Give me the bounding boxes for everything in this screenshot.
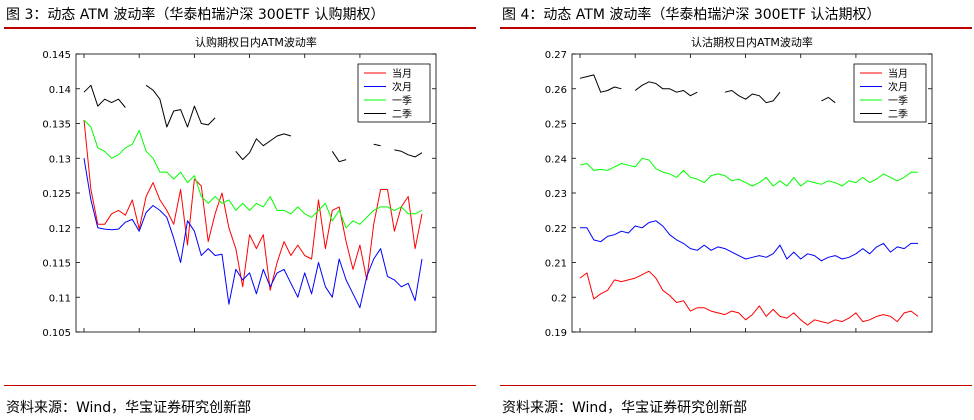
series-line-next-month	[580, 220, 918, 262]
x-tick-label: 13:45	[786, 337, 815, 338]
legend-label: 一季	[392, 95, 412, 107]
legend-label: 一季	[888, 95, 908, 107]
series-line-second-quarter	[145, 84, 216, 128]
series-line-second-quarter	[235, 133, 292, 161]
figure-4-source: 资料来源：Wind，华宝证券研究创新部	[502, 400, 748, 416]
y-tick-label: 0.11	[49, 293, 71, 304]
figure-4-top-rule	[500, 27, 972, 29]
figure-4: 图 4：动态 ATM 波动率（华泰柏瑞沪深 300ETF 认沽期权） 认沽期权日…	[500, 0, 972, 420]
legend-label: 次月	[888, 81, 908, 94]
y-tick-label: 0.25	[545, 120, 567, 131]
y-tick-label: 0.125	[42, 189, 71, 200]
y-tick-label: 0.14	[49, 85, 71, 96]
figure-4-bottom-rule	[500, 385, 972, 386]
y-tick-label: 0.27	[545, 50, 567, 61]
y-tick-label: 0.13	[49, 154, 71, 165]
chart-title: 认购期权日内ATM波动率	[195, 35, 317, 49]
chart-title: 认沽期权日内ATM波动率	[691, 35, 813, 49]
y-tick-label: 0.12	[49, 224, 71, 235]
series-line-next-month	[83, 158, 423, 309]
figure-3-bottom-rule	[4, 385, 476, 386]
y-tick-label: 0.145	[42, 50, 71, 61]
x-tick-label: 10:55	[676, 337, 705, 338]
figure-4-caption: 图 4：动态 ATM 波动率（华泰柏瑞沪深 300ETF 认沽期权）	[502, 7, 881, 23]
series-line-second-quarter	[724, 90, 781, 104]
legend-label: 当月	[392, 67, 412, 80]
y-tick-label: 0.135	[42, 120, 71, 131]
series-line-second-quarter	[634, 81, 698, 97]
series-line-current-month	[83, 119, 423, 291]
y-tick-label: 0.22	[545, 224, 567, 235]
x-tick-label: 10:55	[180, 337, 209, 338]
y-tick-label: 0.19	[545, 328, 567, 338]
legend-label: 当月	[888, 67, 908, 80]
put-atm-vol-chart: 认沽期权日内ATM波动率 0.19 0.2 0.21 0.22 0.23 0.24 0.25 0…	[545, 35, 933, 338]
x-tick-label: 10:15	[621, 337, 650, 338]
y-tick-label: 0.115	[42, 259, 71, 270]
y-tick-label: 0.24	[545, 154, 567, 165]
series-line-second-quarter	[579, 74, 622, 93]
legend-label: 二季	[888, 109, 908, 121]
figure-3-top-rule	[4, 27, 476, 29]
series-line-second-quarter	[331, 151, 347, 163]
legend-label: 次月	[392, 81, 412, 94]
legend-label: 二季	[392, 109, 412, 121]
legend-box	[853, 63, 927, 123]
y-tick-label: 0.21	[545, 259, 567, 270]
x-tick-label: 09:35	[70, 337, 99, 338]
x-tick-label: 13:05	[235, 337, 264, 338]
y-tick-label: 0.2	[551, 293, 567, 304]
x-tick-label: 13:45	[290, 337, 319, 338]
series-line-first-quarter	[83, 119, 423, 229]
series-line-current-month	[579, 270, 919, 326]
x-tick-label: 10:15	[125, 337, 154, 338]
figure-3: 图 3：动态 ATM 波动率（华泰柏瑞沪深 300ETF 认购期权） 认购期权日…	[4, 0, 476, 420]
x-tick-label: 14:25	[842, 337, 871, 338]
series-line-second-quarter	[373, 143, 381, 147]
y-tick-label: 0.23	[545, 189, 567, 200]
legend-box	[357, 63, 431, 123]
x-tick-label: 13:05	[731, 337, 760, 338]
x-tick-label: 09:35	[566, 337, 595, 338]
x-tick-label: 14:25	[346, 337, 375, 338]
figure-3-source: 资料来源：Wind，华宝证券研究创新部	[6, 400, 252, 416]
series-line-second-quarter	[821, 96, 836, 104]
series-line-first-quarter	[579, 157, 918, 187]
call-atm-vol-chart: 认购期权日内ATM波动率 0.105 0.11 0.115 0.12 0.125 0.13 0…	[42, 35, 437, 338]
series-line-second-quarter	[83, 84, 126, 108]
series-line-second-quarter	[394, 149, 423, 158]
y-tick-label: 0.105	[42, 328, 71, 338]
figure-3-caption: 图 3：动态 ATM 波动率（华泰柏瑞沪深 300ETF 认购期权）	[6, 7, 385, 23]
y-tick-label: 0.26	[545, 85, 567, 96]
